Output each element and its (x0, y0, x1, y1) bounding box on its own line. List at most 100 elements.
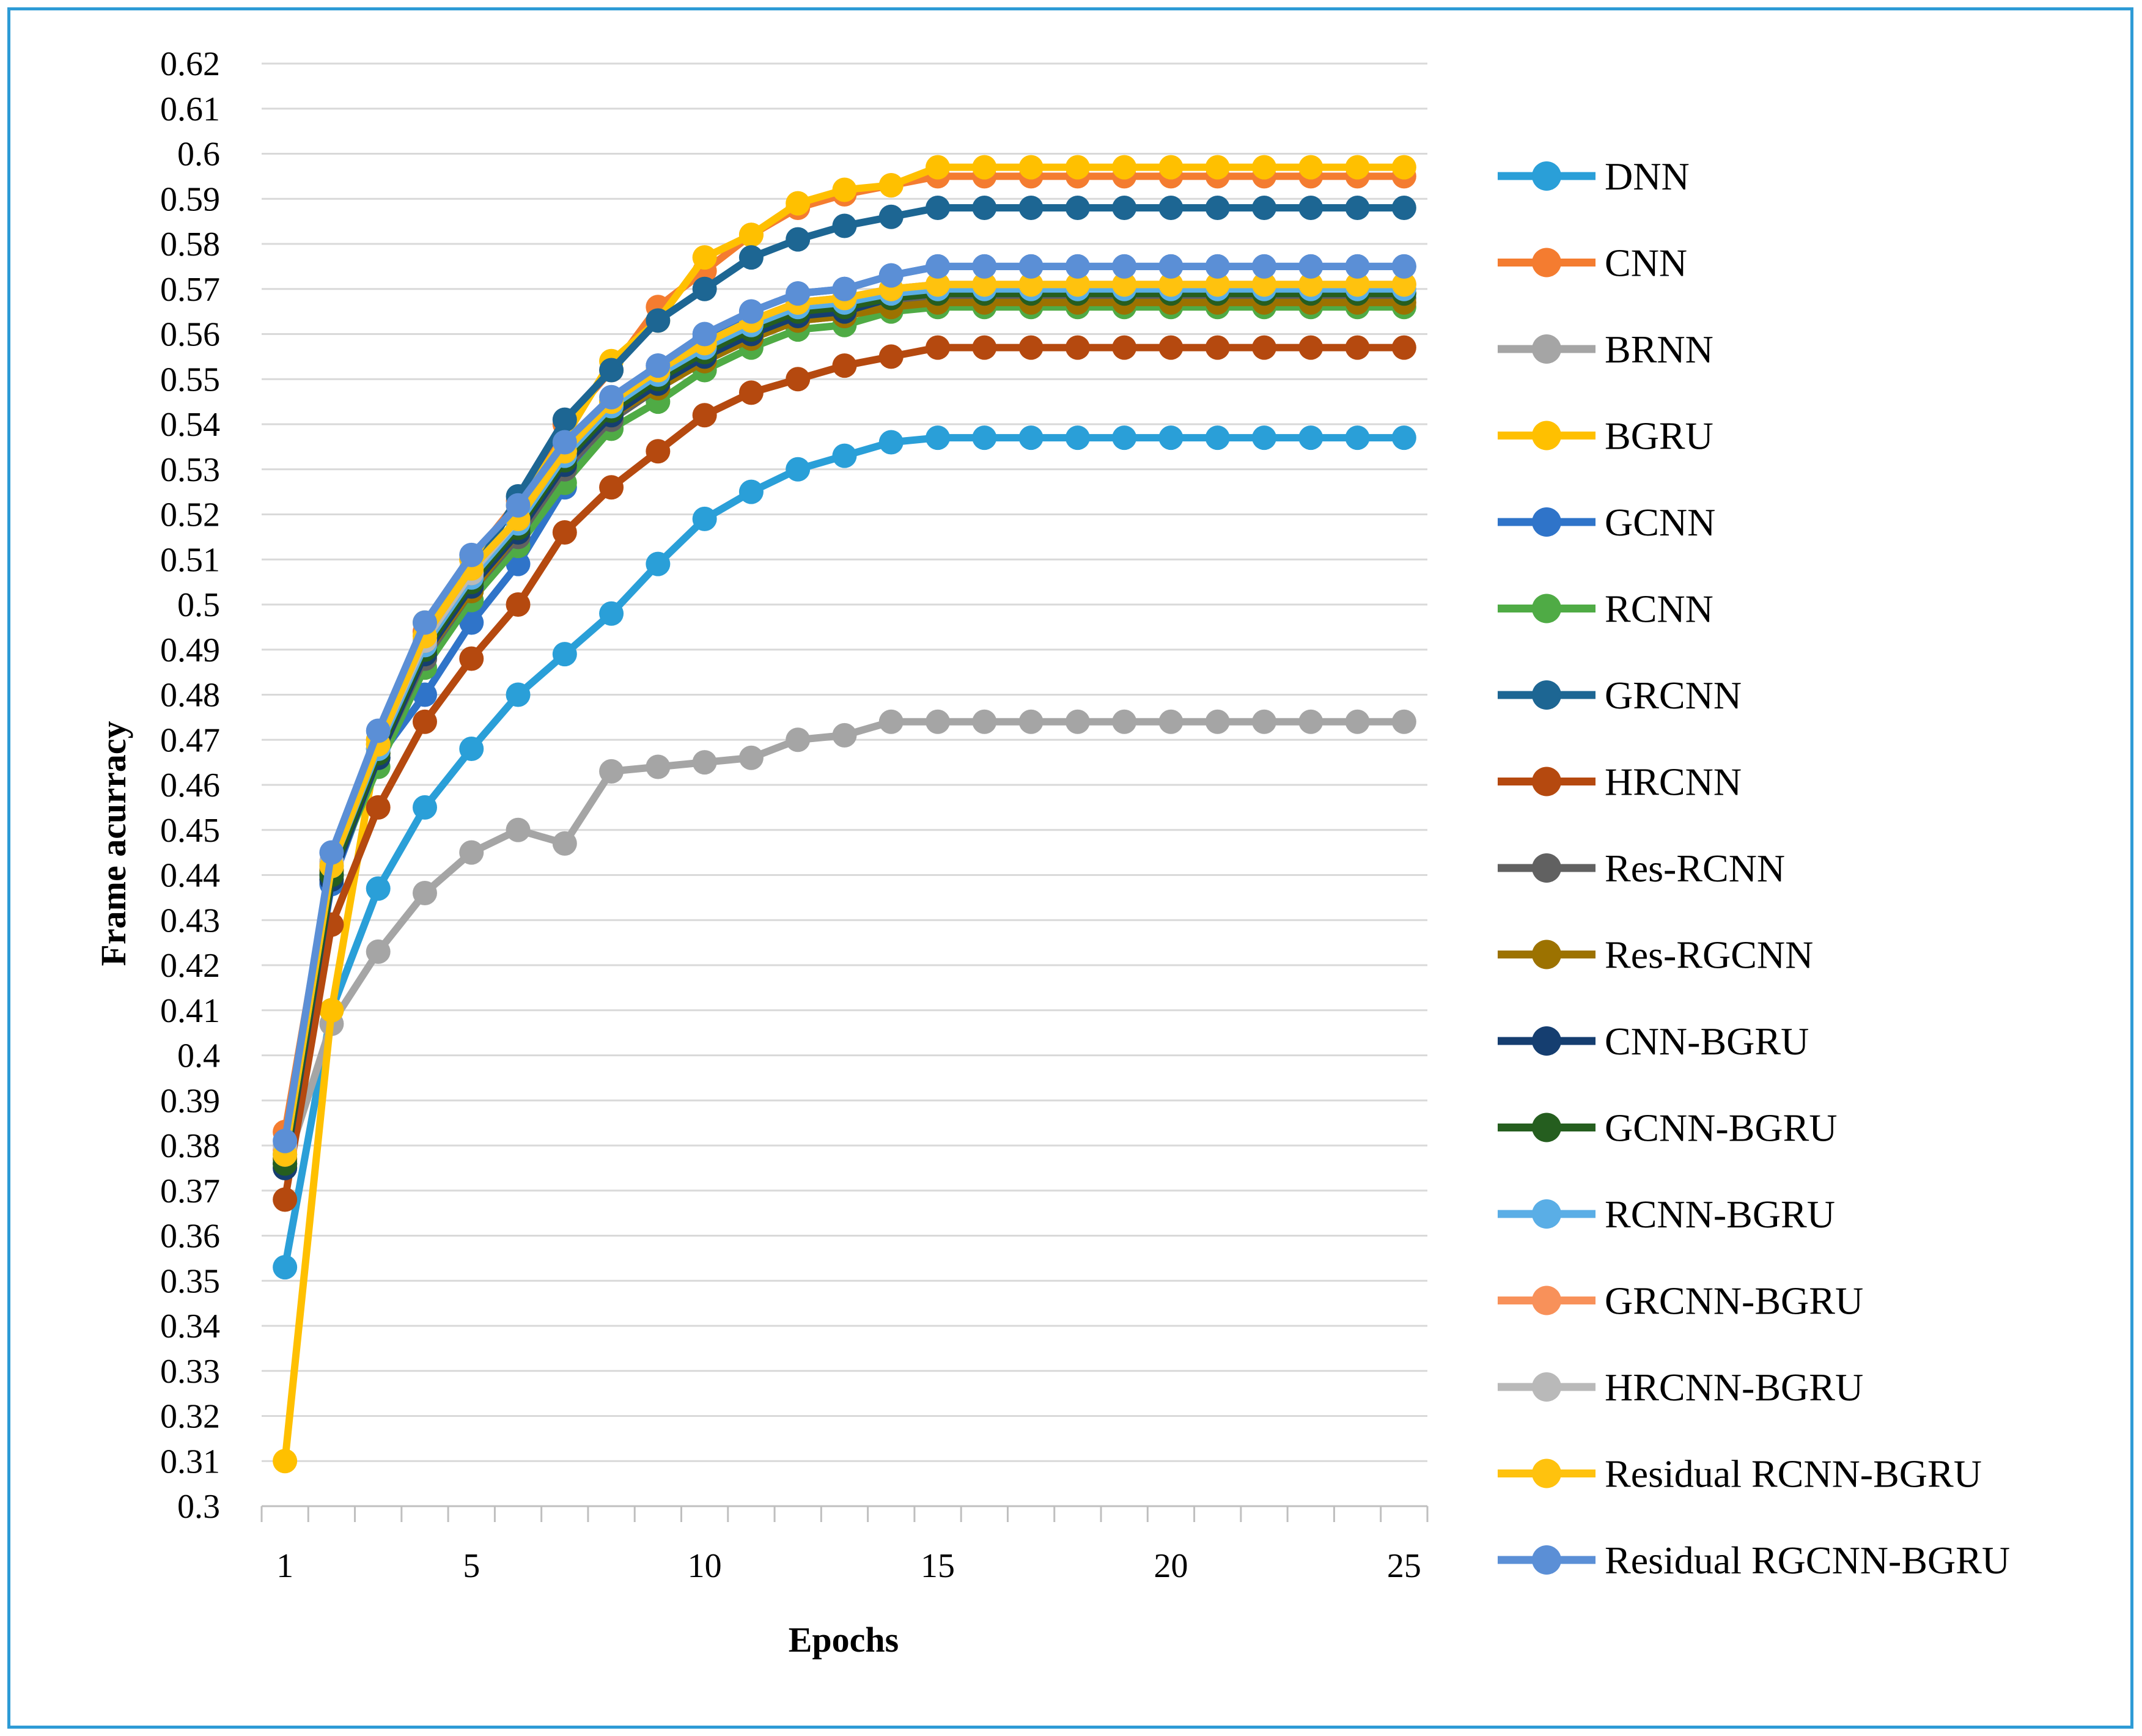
legend-swatch-marker (1532, 1113, 1561, 1142)
series-grcnn-bgru (273, 272, 1416, 1163)
data-point (972, 709, 997, 734)
data-point (1158, 272, 1183, 297)
legend-item: BRNN (1498, 328, 1713, 371)
data-point (832, 177, 857, 202)
data-point (1158, 709, 1183, 734)
data-point (926, 272, 951, 297)
data-point (972, 335, 997, 360)
data-point (1018, 335, 1043, 360)
y-tick-label: 0.54 (160, 406, 220, 444)
y-tick-label: 0.44 (160, 857, 220, 895)
data-point (972, 254, 997, 279)
data-point (692, 403, 717, 428)
series-line (281, 262, 1404, 1164)
data-point (273, 1128, 298, 1153)
data-point (786, 457, 811, 482)
data-point (878, 204, 904, 229)
data-point (1018, 425, 1043, 451)
data-point (832, 353, 857, 378)
data-point (1065, 335, 1090, 360)
data-point (1112, 155, 1137, 180)
data-point (506, 817, 531, 842)
data-point (1345, 709, 1370, 734)
data-point (832, 213, 857, 238)
data-point (599, 384, 624, 410)
legend-swatch-marker (1532, 421, 1561, 451)
series-line (281, 281, 1404, 1151)
series-line (281, 434, 1404, 1268)
y-tick-label: 0.59 (160, 180, 220, 218)
data-point (1018, 272, 1043, 297)
y-tick-label: 0.45 (160, 812, 220, 850)
data-point (1018, 155, 1043, 180)
data-point (552, 430, 577, 455)
legend-label: BGRU (1605, 414, 1713, 458)
data-point (1298, 709, 1323, 734)
y-tick-label: 0.49 (160, 631, 220, 669)
data-point (1345, 196, 1370, 220)
legend-swatch-marker (1532, 1545, 1561, 1575)
legend-label: RCNN-BGRU (1605, 1193, 1835, 1236)
data-point (692, 750, 717, 775)
series-grcnn (273, 196, 1416, 1172)
data-point (878, 173, 904, 198)
data-point (506, 682, 531, 707)
data-point (552, 407, 577, 432)
data-point (1252, 335, 1277, 360)
data-point (878, 263, 904, 288)
data-point (738, 745, 764, 770)
series-bgru (273, 155, 1416, 1474)
data-point (273, 1255, 298, 1280)
data-point (646, 308, 671, 333)
legend-swatch-marker (1532, 334, 1561, 364)
y-tick-label: 0.31 (160, 1443, 220, 1480)
legend: DNN CNN BRNN BGRU GCNN RCNN GRCNN HRCNN Res-RCNN… (1498, 155, 2010, 1582)
y-tick-label: 0.55 (160, 361, 220, 399)
data-point (972, 272, 997, 297)
data-point (1018, 254, 1043, 279)
legend-item: BGRU (1498, 414, 1713, 458)
data-point (972, 196, 997, 220)
data-point (1205, 196, 1230, 220)
y-tick-label: 0.36 (160, 1218, 220, 1256)
data-point (738, 299, 764, 324)
series-line (281, 281, 1404, 1146)
data-point (1158, 254, 1183, 279)
data-point (926, 155, 951, 180)
data-point (878, 709, 904, 734)
legend-item: Residual RGCNN-BGRU (1498, 1539, 2010, 1582)
y-axis-ticks: 0.3 0.31 0.32 0.33 0.34 0.35 0.36 0.37 0.38 0.39 0… (160, 45, 220, 1526)
y-tick-label: 0.51 (160, 541, 220, 579)
data-point (1252, 155, 1277, 180)
data-point (1345, 272, 1370, 297)
data-point (646, 551, 671, 576)
data-point (1252, 709, 1277, 734)
data-point (1065, 272, 1090, 297)
data-point (459, 646, 484, 671)
data-point (878, 430, 904, 455)
data-point (878, 344, 904, 369)
legend-swatch-marker (1532, 161, 1561, 191)
data-point (552, 642, 577, 667)
legend-label: CNN (1605, 241, 1687, 285)
data-point (412, 881, 437, 905)
data-point (459, 542, 484, 567)
data-point (506, 592, 531, 617)
grid-lines (262, 62, 1427, 1462)
legend-label: Res-RGCNN (1605, 933, 1813, 977)
legend-swatch-marker (1532, 1199, 1561, 1229)
legend-swatch-marker (1532, 248, 1561, 278)
data-point (1391, 425, 1416, 451)
series-hrcnn (273, 335, 1416, 1212)
legend-item: HRCNN (1498, 760, 1742, 804)
data-point (1112, 709, 1137, 734)
data-point (459, 610, 484, 635)
data-point (273, 1449, 298, 1474)
data-point (1298, 425, 1323, 451)
y-tick-label: 0.41 (160, 992, 220, 1030)
y-tick-label: 0.6 (177, 136, 220, 174)
y-tick-label: 0.38 (160, 1127, 220, 1165)
data-point (1391, 155, 1416, 180)
y-tick-label: 0.4 (177, 1037, 220, 1075)
legend-item: RCNN (1498, 587, 1713, 631)
